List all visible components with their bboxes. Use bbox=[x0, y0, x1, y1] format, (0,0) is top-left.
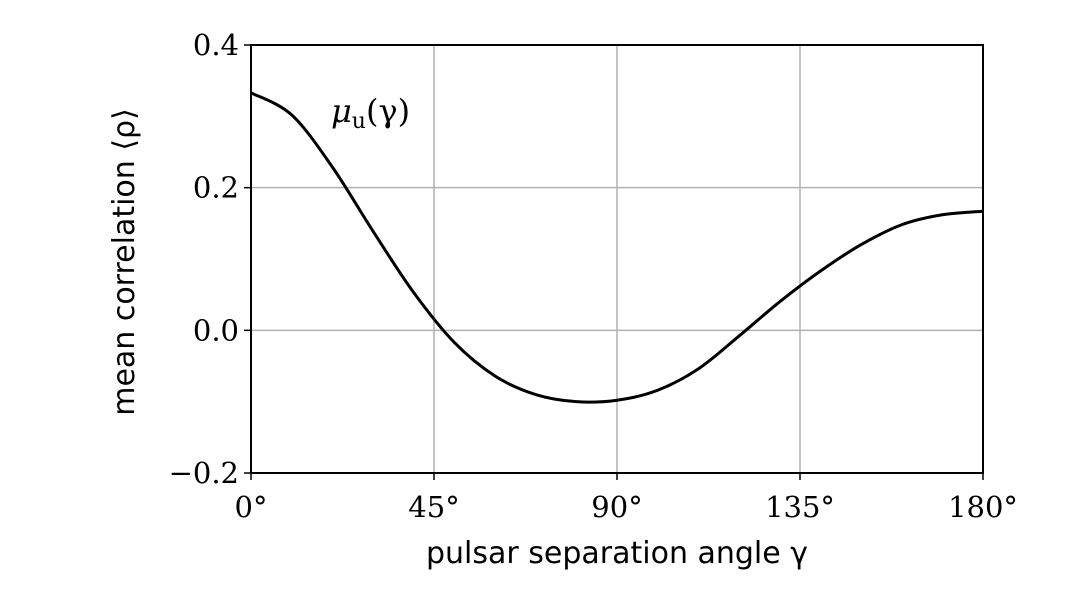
x-tick-label: 0° bbox=[235, 490, 268, 524]
ticks: 0° 45° 90° 135° 180° −0.2 0.0 0.2 0.4 bbox=[169, 28, 1018, 524]
x-tick-label: 45° bbox=[408, 490, 459, 524]
x-tick-label: 135° bbox=[765, 490, 835, 524]
curve-layer bbox=[250, 91, 984, 404]
y-axis-label: mean correlation ⟨ρ⟩ bbox=[107, 108, 142, 416]
annotation-subscript: u bbox=[352, 109, 366, 134]
y-tick-label: −0.2 bbox=[169, 456, 239, 490]
y-tick-label: 0.4 bbox=[193, 28, 239, 62]
y-tick-label: 0.2 bbox=[193, 171, 239, 205]
annotation-base: μ bbox=[331, 92, 352, 130]
x-tick-label: 180° bbox=[948, 490, 1018, 524]
x-axis-label: pulsar separation angle γ bbox=[426, 536, 808, 571]
curve-annotation: μu(γ) bbox=[331, 92, 410, 134]
series-line bbox=[250, 91, 984, 404]
x-tick-label: 90° bbox=[591, 490, 642, 524]
annotation-argument: (γ) bbox=[366, 92, 410, 130]
y-tick-label: 0.0 bbox=[193, 313, 239, 347]
